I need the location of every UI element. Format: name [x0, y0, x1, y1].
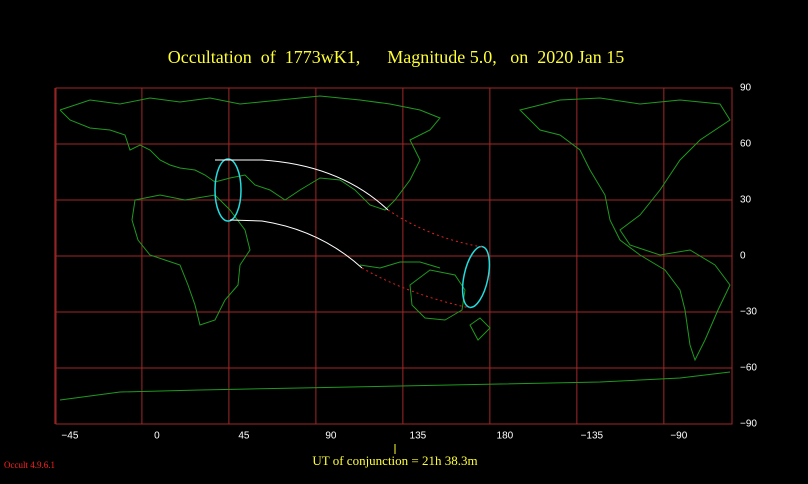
path-north-dotted	[387, 209, 483, 248]
x-tick-label: 45	[238, 431, 250, 442]
y-tick-label: 0	[740, 251, 746, 262]
x-tick-label: 0	[154, 431, 160, 442]
x-tick-label: −135	[581, 431, 604, 442]
path-south-limit	[229, 219, 363, 269]
y-tick-label: 60	[740, 139, 752, 150]
coastline	[409, 269, 466, 321]
x-tick-label: 90	[325, 431, 337, 442]
version: Occult 4.9.6.1	[4, 460, 55, 470]
y-tick-label: −30	[740, 307, 757, 318]
x-tick-label: −45	[61, 431, 78, 442]
y-tick-label: 90	[740, 83, 752, 94]
conjunction-time: UT of conjunction = 21h 38.3m	[312, 453, 477, 468]
coastline	[59, 95, 441, 211]
coastline	[519, 97, 731, 362]
path-north-limit	[215, 159, 389, 211]
y-tick-label: 30	[740, 195, 752, 206]
grid	[54, 87, 733, 425]
y-tick-label: −90	[740, 419, 757, 430]
path-end-ellipse	[461, 245, 491, 309]
path-south-dotted	[361, 267, 471, 309]
coastline	[59, 371, 731, 401]
coastline	[359, 261, 441, 269]
occultation-paths	[214, 158, 491, 309]
title: Occultation of 1773wK1, Magnitude 5.0, o…	[168, 47, 624, 67]
x-tick-label: −90	[670, 431, 687, 442]
coastlines	[59, 95, 731, 401]
x-tick-label: 180	[497, 431, 514, 442]
x-tick-label: 135	[410, 431, 427, 442]
coastline	[469, 317, 491, 341]
coastline	[131, 194, 251, 326]
path-start-ellipse	[214, 158, 242, 222]
y-tick-label: −60	[740, 363, 757, 374]
